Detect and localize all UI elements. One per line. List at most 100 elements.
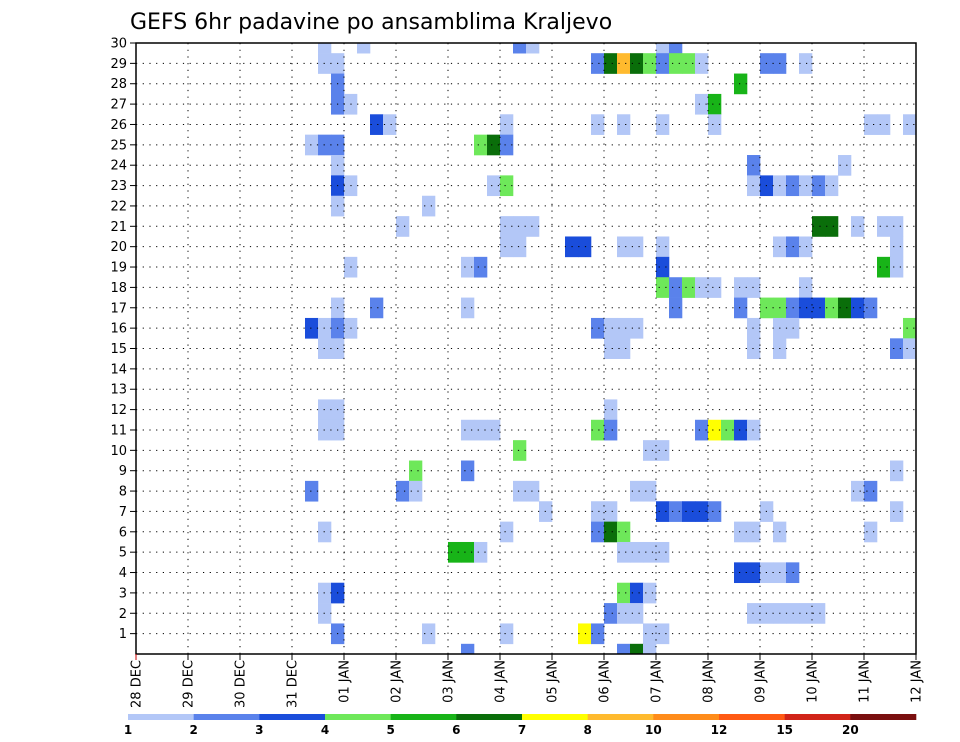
y-tick-label: 23	[110, 179, 127, 194]
heatmap-cell	[370, 114, 384, 135]
heatmap-cell	[604, 338, 618, 359]
heatmap-cell	[656, 53, 670, 74]
heatmap-cell	[630, 236, 644, 258]
heatmap-cell	[695, 277, 709, 298]
y-tick-label: 11	[110, 423, 127, 438]
heatmap-cell	[500, 236, 514, 258]
y-tick-label: 18	[110, 281, 127, 296]
heatmap-cell	[591, 623, 605, 645]
heatmap-cell	[864, 480, 878, 502]
y-tick-label: 15	[110, 342, 127, 357]
chart-title: GEFS 6hr padavine po ansamblima Kraljevo	[130, 10, 612, 35]
heatmap-cell	[708, 501, 722, 522]
heatmap-cell	[903, 317, 917, 339]
heatmap-cell	[474, 134, 488, 156]
legend-label: 3	[255, 723, 263, 737]
heatmap-cell	[630, 603, 644, 624]
heatmap-cell	[396, 480, 410, 502]
y-tick-label: 10	[110, 444, 127, 459]
heatmap-cell	[890, 338, 904, 359]
heatmap-cell	[500, 623, 514, 645]
heatmap-cell	[604, 317, 618, 339]
y-tick-label: 1	[119, 627, 127, 642]
heatmap-cell	[500, 521, 514, 543]
heatmap-cell	[812, 297, 826, 319]
y-tick-label: 2	[119, 607, 127, 622]
heatmap-cell	[383, 114, 397, 135]
legend-label: 7	[518, 723, 526, 737]
heatmap-cell	[643, 541, 657, 563]
heatmap-cell	[877, 216, 891, 237]
heatmap-cell	[734, 419, 748, 441]
x-tick-label: 05 JAN	[546, 660, 561, 703]
heatmap-cell	[513, 216, 527, 237]
heatmap-cell	[370, 297, 384, 319]
y-tick-label: 29	[110, 57, 127, 72]
legend-swatch	[456, 714, 523, 720]
heatmap-cell	[604, 501, 618, 522]
legend-label: 1	[124, 723, 132, 737]
heatmap-cell	[461, 256, 475, 278]
heatmap-cell	[890, 216, 904, 237]
x-tick-label: 12 JAN	[910, 660, 925, 703]
y-tick-label: 16	[110, 322, 127, 337]
heatmap-cell	[656, 541, 670, 563]
heatmap-cell	[630, 317, 644, 339]
heatmap-cell	[877, 256, 891, 278]
y-tick-label: 25	[110, 138, 127, 153]
heatmap-cell	[656, 277, 670, 298]
heatmap-cell	[747, 277, 761, 298]
heatmap-cell	[669, 277, 683, 298]
heatmap-cell	[864, 521, 878, 543]
heatmap-cell	[851, 297, 865, 319]
heatmap-cell	[591, 521, 605, 543]
legend-label: 8	[583, 723, 591, 737]
heatmap-cell	[903, 114, 917, 135]
heatmap-cell	[734, 73, 748, 95]
heatmap-cell	[747, 603, 761, 624]
y-tick-label: 24	[110, 159, 127, 174]
heatmap-cell	[474, 256, 488, 278]
heatmap-cell	[422, 195, 436, 217]
heatmap-cell	[799, 297, 813, 319]
heatmap-cell	[656, 440, 670, 461]
heatmap-cell	[747, 338, 761, 359]
heatmap-cell	[656, 623, 670, 645]
heatmap-cell	[513, 236, 527, 258]
heatmap-cell	[487, 175, 501, 197]
x-tick-label: 10 JAN	[806, 660, 821, 703]
heatmap-cell	[305, 134, 319, 156]
x-tick-label: 09 JAN	[754, 660, 769, 703]
heatmap-cell	[513, 480, 527, 502]
y-axis: 1234567891011121314151617181920212223242…	[110, 37, 136, 642]
heatmap-cell	[643, 643, 657, 655]
heatmap-cell	[656, 501, 670, 522]
legend-swatch	[719, 714, 785, 720]
legend-swatch	[850, 714, 917, 720]
heatmap-cell	[617, 582, 631, 604]
heatmap-cell	[643, 53, 657, 74]
heatmap-cell	[747, 562, 761, 584]
heatmap-cell	[708, 114, 722, 135]
heatmap-cell	[461, 643, 475, 655]
heatmap-cell	[409, 460, 423, 482]
grid-lines	[136, 42, 916, 654]
heatmap-cell	[799, 53, 813, 74]
legend-swatch	[653, 714, 720, 720]
y-tick-label: 4	[119, 566, 127, 581]
heatmap-cell	[461, 297, 475, 319]
heatmap-cell	[682, 277, 696, 298]
legend-label: 2	[189, 723, 197, 737]
heatmap-cell	[643, 480, 657, 502]
heatmap-cell	[461, 419, 475, 441]
color-legend: 1 2 3 4 5 6 7 8 10 12 15 20	[124, 714, 917, 737]
heatmap-cell	[890, 460, 904, 482]
heatmap-cell	[604, 399, 618, 421]
heatmap-cell	[708, 419, 722, 441]
heatmap-cell	[617, 317, 631, 339]
heatmap-cell	[669, 53, 683, 74]
heatmap-cell	[695, 419, 709, 441]
heatmap-cell	[448, 541, 462, 563]
heatmap-cell	[903, 338, 917, 359]
heatmap-cell	[305, 480, 319, 502]
